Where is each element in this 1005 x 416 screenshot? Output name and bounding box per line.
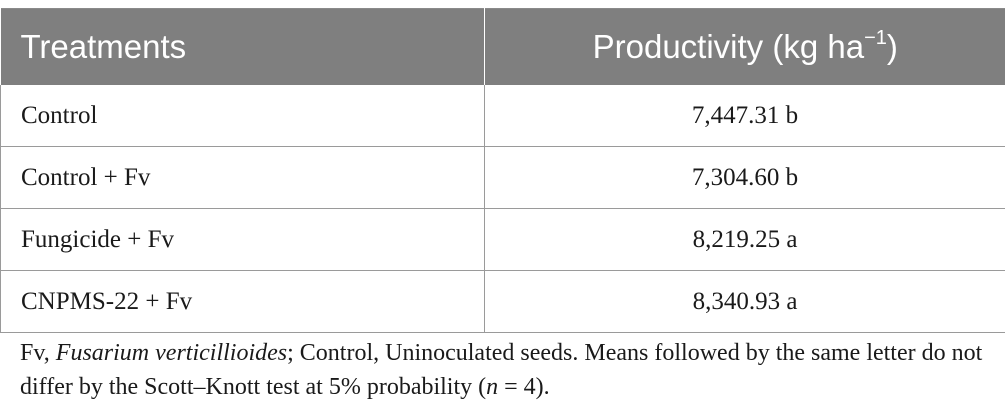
table-row: Control 7,447.31 b <box>0 85 1005 147</box>
row-productivity-cell: 8,340.93 a <box>484 270 1005 333</box>
table-header-row: Treatments Productivity (kg ha−1) <box>0 8 1005 85</box>
header-productivity-exponent: −1 <box>864 27 887 49</box>
row-productivity-cell: 7,304.60 b <box>484 146 1005 209</box>
header-productivity: Productivity (kg ha−1) <box>484 8 1005 85</box>
row-productivity-cell: 8,219.25 a <box>484 208 1005 271</box>
row-treatment-cell: Fungicide + Fv <box>0 208 485 271</box>
footnote-part1: Fv, <box>20 340 56 366</box>
table-row: Fungicide + Fv 8,219.25 a <box>0 208 1005 271</box>
row-treatment-cell: Control + Fv <box>0 146 485 209</box>
footnote-part3: = 4). <box>498 374 550 400</box>
table-row: CNPMS-22 + Fv 8,340.93 a <box>0 270 1005 333</box>
row-treatment-cell: CNPMS-22 + Fv <box>0 270 485 333</box>
table-row: Control + Fv 7,304.60 b <box>0 146 1005 209</box>
table-footnote: Fv, Fusarium verticillioides; Control, U… <box>20 336 995 404</box>
row-treatment-cell: Control <box>0 85 485 147</box>
header-productivity-label: Productivity (kg ha <box>592 28 865 65</box>
row-productivity-cell: 7,447.31 b <box>484 85 1005 147</box>
footnote-species: Fusarium verticillioides <box>55 340 288 366</box>
results-table-container: Treatments Productivity (kg ha−1) Contro… <box>0 8 1005 333</box>
header-treatments: Treatments <box>0 8 485 85</box>
footnote-n-symbol: n <box>486 374 499 400</box>
productivity-table: Treatments Productivity (kg ha−1) Contro… <box>0 8 1005 333</box>
footnote-part2: ; Control, Uninoculated seeds. Means fol… <box>20 340 983 400</box>
header-productivity-close: ) <box>886 28 898 65</box>
